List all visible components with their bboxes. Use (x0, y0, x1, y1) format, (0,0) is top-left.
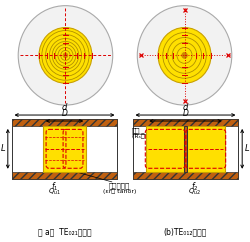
Circle shape (182, 53, 187, 58)
Text: D: D (62, 109, 68, 118)
Text: (b)TE₀₁₂モード: (b)TE₀₁₂モード (164, 227, 207, 236)
Bar (12, 119, 118, 126)
Text: L: L (245, 144, 250, 153)
Circle shape (18, 6, 113, 105)
Bar (12, 119, 118, 179)
Text: d: d (183, 103, 188, 112)
Text: （ a）  TE₀₂₁モード: （ a） TE₀₂₁モード (38, 227, 91, 236)
Bar (132, 119, 238, 179)
Bar (43, 126, 86, 172)
Text: L: L (0, 144, 5, 153)
Text: D: D (182, 109, 188, 118)
Text: 誤電体円柱: 誤電体円柱 (109, 183, 130, 189)
Bar (184, 126, 187, 172)
Text: (εr， tanδr): (εr， tanδr) (103, 189, 136, 194)
Text: $Q_{u2}$: $Q_{u2}$ (188, 187, 202, 197)
Circle shape (39, 28, 92, 83)
Bar (12, 172, 118, 179)
Bar (132, 172, 238, 179)
Circle shape (63, 53, 68, 58)
Text: d: d (62, 103, 67, 112)
Text: (Rₛ， σr): (Rₛ， σr) (132, 134, 155, 139)
Circle shape (137, 6, 232, 105)
Bar (187, 126, 225, 172)
Bar (132, 119, 238, 126)
Text: $Q_{u1}$: $Q_{u1}$ (48, 187, 62, 197)
Text: $f_2$: $f_2$ (191, 181, 199, 193)
Circle shape (158, 28, 211, 83)
Bar (146, 126, 184, 172)
Text: 銅板: 銅板 (132, 128, 140, 134)
Text: $f_1$: $f_1$ (51, 181, 59, 193)
